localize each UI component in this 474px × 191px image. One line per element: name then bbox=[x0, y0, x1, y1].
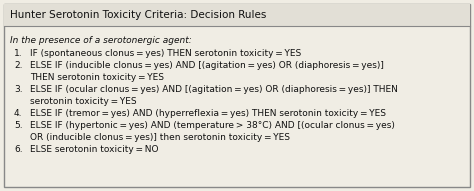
Text: THEN serotonin toxicity = YES: THEN serotonin toxicity = YES bbox=[30, 73, 164, 82]
Text: 6.: 6. bbox=[14, 146, 23, 155]
Text: ELSE IF (inducible clonus = yes) AND [(agitation = yes) OR (diaphoresis = yes)]: ELSE IF (inducible clonus = yes) AND [(a… bbox=[30, 61, 384, 70]
Bar bbox=[4, 4, 470, 26]
Text: ELSE IF (ocular clonus = yes) AND [(agitation = yes) OR (diaphoresis = yes)] THE: ELSE IF (ocular clonus = yes) AND [(agit… bbox=[30, 85, 398, 94]
Text: Hunter Serotonin Toxicity Criteria: Decision Rules: Hunter Serotonin Toxicity Criteria: Deci… bbox=[10, 10, 266, 20]
Text: 3.: 3. bbox=[14, 85, 23, 94]
Text: 4.: 4. bbox=[14, 109, 22, 118]
Text: ELSE serotonin toxicity = NO: ELSE serotonin toxicity = NO bbox=[30, 146, 158, 155]
Text: serotonin toxicity = YES: serotonin toxicity = YES bbox=[30, 96, 137, 105]
Text: OR (inducible clonus = yes)] then serotonin toxicity = YES: OR (inducible clonus = yes)] then seroto… bbox=[30, 133, 290, 142]
Text: In the presence of a serotonergic agent:: In the presence of a serotonergic agent: bbox=[10, 36, 192, 45]
Text: ELSE IF (hypertonic = yes) AND (temperature > 38°C) AND [(ocular clonus = yes): ELSE IF (hypertonic = yes) AND (temperat… bbox=[30, 121, 395, 130]
Text: 1.: 1. bbox=[14, 49, 23, 57]
Text: ELSE IF (tremor = yes) AND (hyperreflexia = yes) THEN serotonin toxicity = YES: ELSE IF (tremor = yes) AND (hyperreflexi… bbox=[30, 109, 386, 118]
Text: 5.: 5. bbox=[14, 121, 23, 130]
Text: IF (spontaneous clonus = yes) THEN serotonin toxicity = YES: IF (spontaneous clonus = yes) THEN serot… bbox=[30, 49, 301, 57]
Text: 2.: 2. bbox=[14, 61, 22, 70]
